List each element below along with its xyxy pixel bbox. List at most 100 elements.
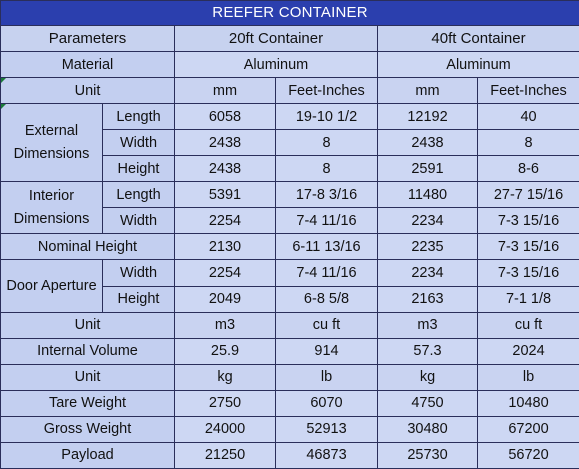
cell-value: 2130	[174, 233, 276, 261]
external-height-label: Height	[102, 155, 175, 183]
payload-label: Payload	[0, 441, 175, 469]
nominal-height-label: Nominal Height	[0, 233, 175, 261]
external-width-label: Width	[102, 129, 175, 157]
cell-comment-marker	[1, 104, 6, 109]
header-40ft: 40ft Container	[376, 25, 579, 53]
cell-value: 11480	[377, 181, 478, 209]
cell-value: 2024	[476, 337, 579, 365]
tare-weight-label: Tare Weight	[0, 389, 175, 417]
table-row: Gross Weight 24000 52913 30480 67200	[0, 415, 579, 443]
unit-40ft-mm: mm	[377, 77, 478, 105]
cell-value: 7-4 11/16	[275, 207, 378, 235]
table-row: External Dimensions Length 6058 19-10 1/…	[0, 103, 579, 183]
table-row: Width 2438 8 2438 8	[1, 129, 579, 157]
cell-value: 6-8 5/8	[275, 285, 378, 313]
cell-value: kg	[377, 363, 478, 391]
table-row: Material Aluminum Aluminum	[0, 51, 579, 79]
cell-value: 6070	[275, 389, 378, 417]
cell-value: 24000	[174, 415, 276, 443]
cell-value: 8	[275, 129, 378, 157]
header-row: Parameters 20ft Container 40ft Container	[0, 25, 579, 53]
gross-weight-label: Gross Weight	[0, 415, 175, 443]
cell-value: cu ft	[476, 311, 579, 339]
cell-value: 7-3 15/16	[476, 259, 579, 287]
cell-value: 25.9	[174, 337, 276, 365]
table-row: Internal Volume 25.9 914 57.3 2024	[0, 337, 579, 365]
table-row: Unit mm Feet-Inches mm Feet-Inches	[0, 77, 579, 105]
external-length-label: Length	[102, 103, 175, 131]
external-dimensions-label: External Dimensions	[0, 103, 103, 183]
table-title: REEFER CONTAINER	[0, 0, 579, 27]
cell-value: 2235	[377, 233, 478, 261]
unit-weight-label: Unit	[0, 363, 175, 391]
cell-value: 56720	[476, 441, 579, 469]
cell-value: 21250	[174, 441, 276, 469]
cell-value: 8-6	[476, 155, 579, 183]
cell-value: 2254	[174, 207, 276, 235]
material-40ft: Aluminum	[376, 51, 579, 79]
cell-value: m3	[377, 311, 478, 339]
header-20ft: 20ft Container	[174, 25, 378, 53]
cell-value: 8	[275, 155, 378, 183]
table-row: Payload 21250 46873 25730 56720	[0, 441, 579, 469]
interior-width-label: Width	[102, 207, 175, 235]
table-row: Nominal Height 2130 6-11 13/16 2235 7-3 …	[0, 233, 579, 261]
cell-value: 4750	[377, 389, 478, 417]
unit-volume-label: Unit	[0, 311, 175, 339]
cell-value: lb	[476, 363, 579, 391]
cell-value: 2254	[174, 259, 276, 287]
table-row: Interior Dimensions Length 5391 17-8 3/1…	[0, 181, 579, 235]
interior-length-label: Length	[102, 181, 175, 209]
cell-value: 57.3	[377, 337, 478, 365]
cell-value: cu ft	[275, 311, 378, 339]
cell-value: 2234	[377, 207, 478, 235]
cell-value: 27-7 15/16	[476, 181, 579, 209]
cell-value: 2438	[377, 129, 478, 157]
cell-value: 17-8 3/16	[275, 181, 378, 209]
header-parameters: Parameters	[0, 25, 175, 53]
cell-value: 2438	[174, 155, 276, 183]
cell-value: 2750	[174, 389, 276, 417]
table-row: Unit m3 cu ft m3 cu ft	[0, 311, 579, 339]
cell-comment-marker	[1, 78, 6, 83]
table-row: Tare Weight 2750 6070 4750 10480	[0, 389, 579, 417]
cell-value: 8	[476, 129, 579, 157]
cell-value: 6-11 13/16	[275, 233, 378, 261]
title-row: REEFER CONTAINER	[0, 0, 579, 27]
door-aperture-label: Door Aperture	[0, 259, 103, 313]
table-row: Unit kg lb kg lb	[0, 363, 579, 391]
cell-value: m3	[174, 311, 276, 339]
cell-value: 6058	[174, 103, 276, 131]
unit-20ft-mm: mm	[174, 77, 276, 105]
cell-value: 2049	[174, 285, 276, 313]
cell-value: 25730	[377, 441, 478, 469]
cell-value: 2163	[377, 285, 478, 313]
unit-40ft-ftin: Feet-Inches	[476, 77, 579, 105]
cell-value: 52913	[275, 415, 378, 443]
table-row: Width 2254 7-4 11/16 2234 7-3 15/16	[1, 207, 579, 235]
material-label: Material	[0, 51, 175, 79]
unit-label: Unit	[0, 77, 175, 105]
cell-value: 2438	[174, 129, 276, 157]
table-row: Door Aperture Width 2254 7-4 11/16 2234 …	[0, 259, 579, 313]
cell-value: 67200	[476, 415, 579, 443]
cell-value: 5391	[174, 181, 276, 209]
cell-value: 2591	[377, 155, 478, 183]
cell-value: 30480	[377, 415, 478, 443]
cell-value: 914	[275, 337, 378, 365]
interior-dimensions-label: Interior Dimensions	[0, 181, 103, 235]
door-height-label: Height	[102, 285, 175, 313]
cell-value: 7-1 1/8	[476, 285, 579, 313]
cell-value: 7-3 15/16	[476, 233, 579, 261]
cell-value: 19-10 1/2	[275, 103, 378, 131]
cell-value: 10480	[476, 389, 579, 417]
cell-value: 46873	[275, 441, 378, 469]
table-row: Height 2049 6-8 5/8 2163 7-1 1/8	[1, 285, 579, 313]
unit-20ft-ftin: Feet-Inches	[275, 77, 378, 105]
door-width-label: Width	[102, 259, 175, 287]
cell-value: 2234	[377, 259, 478, 287]
cell-value: lb	[275, 363, 378, 391]
table-row: Height 2438 8 2591 8-6	[1, 155, 579, 183]
